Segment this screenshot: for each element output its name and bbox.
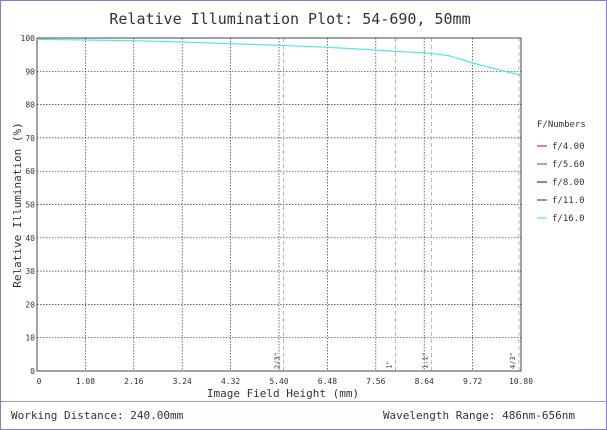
x-tick-label: 1.08 bbox=[76, 377, 95, 386]
legend-entry-label: f/11.0 bbox=[552, 196, 585, 206]
x-tick-label: 6.48 bbox=[318, 377, 337, 386]
y-tick-label: 30 bbox=[25, 267, 35, 276]
y-tick-labels: 0 10 20 30 40 50 60 70 80 90 100 bbox=[21, 34, 36, 376]
legend-entry-label: f/8.00 bbox=[552, 178, 585, 188]
legend-entry-label: f/16.0 bbox=[552, 214, 585, 224]
legend: F/Numbers f/4.00 f/5.60 f/8.00 f/11.0 f/16.0 bbox=[537, 120, 586, 224]
x-tick-label: 8.64 bbox=[415, 377, 434, 386]
x-tick-label: 3.24 bbox=[173, 377, 192, 386]
x-tick-label: 4.32 bbox=[221, 377, 240, 386]
x-tick-labels: 0 1.08 2.16 3.24 4.32 5.40 6.48 7.56 8.64 9.72 10.… bbox=[37, 377, 534, 386]
relative-illumination-chart: Relative Illumination Plot: 54-690, 50mm… bbox=[11, 10, 586, 400]
wavelength-range-text: Wavelength Range: 486nm-656nm bbox=[382, 409, 575, 422]
legend-entry-label: f/5.60 bbox=[552, 160, 585, 170]
y-axis-label: Relative Illumination (%) bbox=[11, 122, 24, 288]
legend-title: F/Numbers bbox=[537, 120, 586, 130]
working-distance-text: Working Distance: 240.00mm bbox=[11, 409, 184, 422]
series-line-f16 bbox=[36, 38, 522, 76]
x-tick-label: 7.56 bbox=[366, 377, 385, 386]
sensor-marker-label: 1" bbox=[386, 361, 394, 369]
x-tick-label: 10.80 bbox=[509, 377, 533, 386]
y-tick-label: 80 bbox=[25, 101, 35, 110]
y-tick-label: 50 bbox=[25, 201, 35, 210]
y-tick-label: 0 bbox=[30, 367, 35, 376]
y-tick-label: 70 bbox=[25, 134, 35, 143]
sensor-marker-label: 1.1" bbox=[421, 352, 429, 369]
sensor-marker-label: 2/3" bbox=[273, 352, 281, 369]
x-tick-label: 5.40 bbox=[269, 377, 288, 386]
footer-divider bbox=[1, 401, 606, 402]
sensor-marker-label: 4/3" bbox=[509, 352, 517, 369]
y-tick-label: 100 bbox=[21, 34, 36, 43]
y-tick-label: 20 bbox=[25, 300, 35, 309]
sensor-markers: 2/3" 1" 1.1" 4/3" bbox=[273, 38, 520, 371]
y-tick-label: 90 bbox=[25, 67, 35, 76]
x-tick-label: 9.72 bbox=[463, 377, 482, 386]
legend-entry-label: f/4.00 bbox=[552, 142, 585, 152]
y-tick-label: 10 bbox=[25, 334, 35, 343]
y-tick-label: 60 bbox=[25, 167, 35, 176]
y-tick-label: 40 bbox=[25, 234, 35, 243]
plot-area bbox=[36, 37, 522, 372]
data-series bbox=[36, 38, 522, 76]
x-tick-label: 2.16 bbox=[124, 377, 143, 386]
x-tick-label: 0 bbox=[37, 377, 42, 386]
chart-title: Relative Illumination Plot: 54-690, 50mm bbox=[109, 10, 470, 28]
grid-lines bbox=[37, 38, 521, 371]
x-axis-label: Image Field Height (mm) bbox=[207, 387, 359, 400]
